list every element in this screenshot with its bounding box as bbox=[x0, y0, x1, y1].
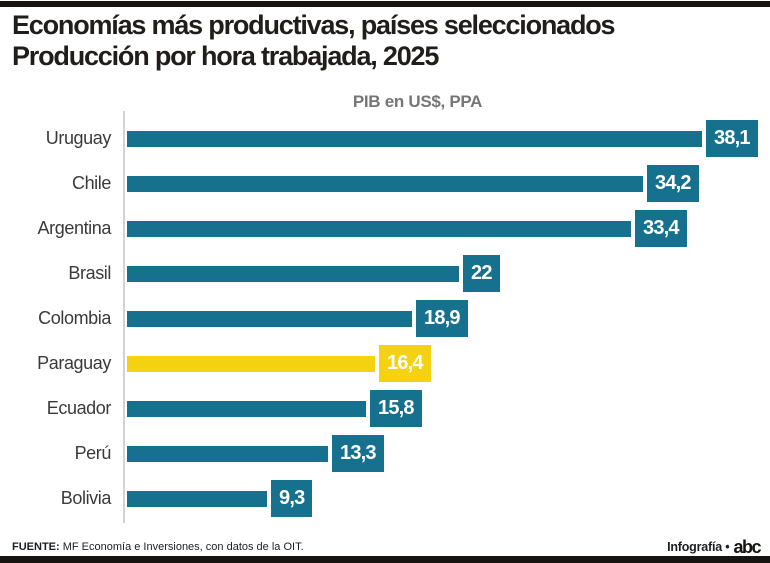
category-label-paraguay: Paraguay bbox=[37, 353, 111, 373]
source-note: FUENTE: MF Economía e Inversiones, con d… bbox=[12, 541, 304, 553]
bar-row-colombia: Colombia 18,9 bbox=[0, 296, 770, 341]
bar-row-ecuador: Ecuador 15,8 bbox=[0, 386, 770, 431]
bar-row-argentina: Argentina 33,4 bbox=[0, 206, 770, 251]
bar-peru bbox=[127, 445, 328, 462]
value-badge-argentina: 33,4 bbox=[635, 210, 687, 247]
value-badge-peru: 13,3 bbox=[332, 435, 384, 472]
bar-chile bbox=[127, 175, 643, 192]
chart-subtitle: PIB en US$, PPA bbox=[352, 92, 483, 111]
value-badge-brasil: 22 bbox=[463, 255, 500, 292]
bar-row-brasil: Brasil 22 bbox=[0, 251, 770, 296]
bar-bolivia bbox=[127, 490, 267, 507]
credit-text: Infografía • bbox=[667, 540, 730, 554]
category-label-ecuador: Ecuador bbox=[46, 398, 112, 418]
value-badge-bolivia: 9,3 bbox=[271, 480, 313, 517]
source-text: MF Economía e Inversiones, con datos de … bbox=[59, 541, 304, 553]
bottom-border-bar bbox=[0, 556, 770, 563]
bar-colombia bbox=[127, 310, 412, 327]
category-label-brasil: Brasil bbox=[68, 263, 111, 283]
bar-row-paraguay: Paraguay 16,4 bbox=[0, 341, 770, 386]
chart-title: Economías más productivas, países selecc… bbox=[12, 10, 752, 72]
bar-row-bolivia: Bolivia 9,3 bbox=[0, 476, 770, 521]
top-border-bar bbox=[0, 1, 770, 7]
bar-rows: Uruguay 38,1 Chile 34,2 Argentina 33,4 Brasil 2… bbox=[0, 116, 770, 521]
y-axis-line bbox=[123, 111, 125, 523]
source-label: FUENTE: bbox=[12, 541, 60, 553]
bar-ecuador bbox=[127, 400, 366, 417]
value-badge-paraguay: 16,4 bbox=[379, 345, 431, 382]
value-badge-ecuador: 15,8 bbox=[370, 390, 422, 427]
bar-brasil bbox=[127, 265, 459, 282]
value-badge-chile: 34,2 bbox=[647, 165, 699, 202]
bar-paraguay bbox=[127, 355, 375, 372]
bar-argentina bbox=[127, 220, 631, 237]
category-label-colombia: Colombia bbox=[38, 308, 111, 328]
title-line-1: Economías más productivas, países selecc… bbox=[12, 10, 616, 40]
bar-uruguay bbox=[127, 130, 702, 147]
category-label-argentina: Argentina bbox=[37, 218, 112, 238]
value-badge-uruguay: 38,1 bbox=[706, 120, 758, 157]
category-label-uruguay: Uruguay bbox=[45, 128, 112, 148]
category-label-peru: Perú bbox=[74, 443, 112, 463]
bar-row-uruguay: Uruguay 38,1 bbox=[0, 116, 770, 161]
abc-logo: abc bbox=[733, 537, 761, 557]
title-line-2: Producción por hora trabajada, 2025 bbox=[12, 41, 439, 71]
value-badge-colombia: 18,9 bbox=[416, 300, 468, 337]
bar-row-chile: Chile 34,2 bbox=[0, 161, 770, 206]
credit-block: Infografía • abc bbox=[667, 537, 761, 557]
category-label-chile: Chile bbox=[71, 173, 111, 193]
category-label-bolivia: Bolivia bbox=[60, 488, 112, 508]
bar-row-peru: Perú 13,3 bbox=[0, 431, 770, 476]
